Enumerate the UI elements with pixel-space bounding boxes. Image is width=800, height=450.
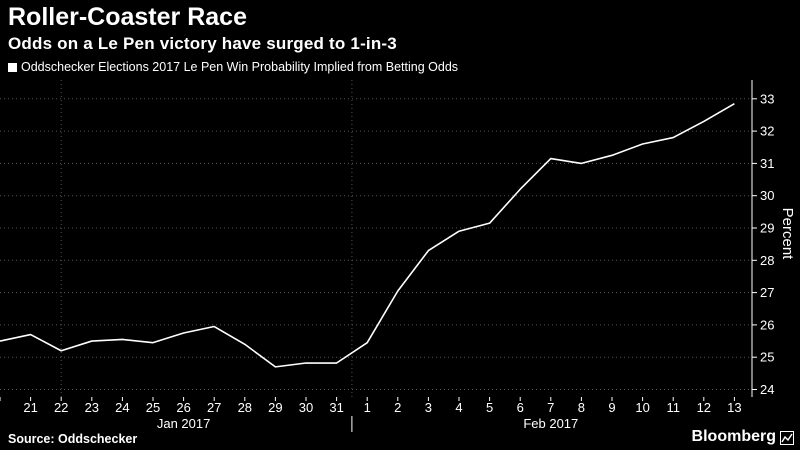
chart-title: Roller-Coaster Race (8, 3, 247, 31)
y-tick-label: 28 (760, 253, 774, 268)
brand-logo-text: Bloomberg (691, 428, 776, 445)
x-tick-label: 31 (329, 400, 343, 415)
y-tick-label: 32 (760, 124, 774, 139)
series-layer (0, 102, 735, 368)
series-line (0, 102, 735, 368)
grid-layer (0, 80, 752, 397)
source-note: Source: Oddschecker (8, 432, 138, 446)
y-tick-label: 25 (760, 350, 774, 365)
y-tick-label: 30 (760, 188, 774, 203)
x-tick-label: 10 (635, 400, 649, 415)
x-tick-label: 21 (23, 400, 37, 415)
x-tick-label: 29 (268, 400, 282, 415)
x-month-label: Feb 2017 (523, 416, 578, 431)
x-tick-label: 28 (238, 400, 252, 415)
legend-label: Oddschecker Elections 2017 Le Pen Win Pr… (21, 60, 459, 74)
x-tick-label: 9 (608, 400, 615, 415)
x-tick-label: 13 (727, 400, 741, 415)
x-tick-label: 26 (176, 400, 190, 415)
x-tick-label: 5 (486, 400, 493, 415)
x-tick-label: 6 (517, 400, 524, 415)
x-tick-label: 4 (455, 400, 462, 415)
x-tick-label: 30 (299, 400, 313, 415)
x-tick-label: 12 (697, 400, 711, 415)
x-tick-label: 25 (146, 400, 160, 415)
y-tick-label: 24 (760, 382, 774, 397)
y-tick-label: 26 (760, 317, 774, 332)
chart-subtitle: Odds on a Le Pen victory have surged to … (8, 34, 397, 53)
legend-swatch (8, 62, 17, 72)
x-tick-label: 1 (364, 400, 371, 415)
x-tick-label: 11 (666, 400, 680, 415)
x-month-label: Jan 2017 (157, 416, 211, 431)
y-tick-label: 29 (760, 221, 774, 236)
x-tick-label: 22 (54, 400, 68, 415)
y-tick-label: 27 (760, 285, 774, 300)
x-tick-label: 7 (547, 400, 554, 415)
x-tick-label: 23 (85, 400, 99, 415)
bloomberg-chart-icon (780, 431, 794, 445)
y-tick-label: 33 (760, 91, 774, 106)
chart-legend: Oddschecker Elections 2017 Le Pen Win Pr… (8, 60, 458, 74)
y-axis-title: Percent (779, 208, 796, 261)
x-tick-label: 27 (207, 400, 221, 415)
x-tick-label: 8 (578, 400, 585, 415)
x-tick-label: 3 (425, 400, 432, 415)
x-tick-label: 24 (115, 400, 129, 415)
y-tick-label: 31 (760, 156, 774, 171)
x-tick-label: 2 (394, 400, 401, 415)
